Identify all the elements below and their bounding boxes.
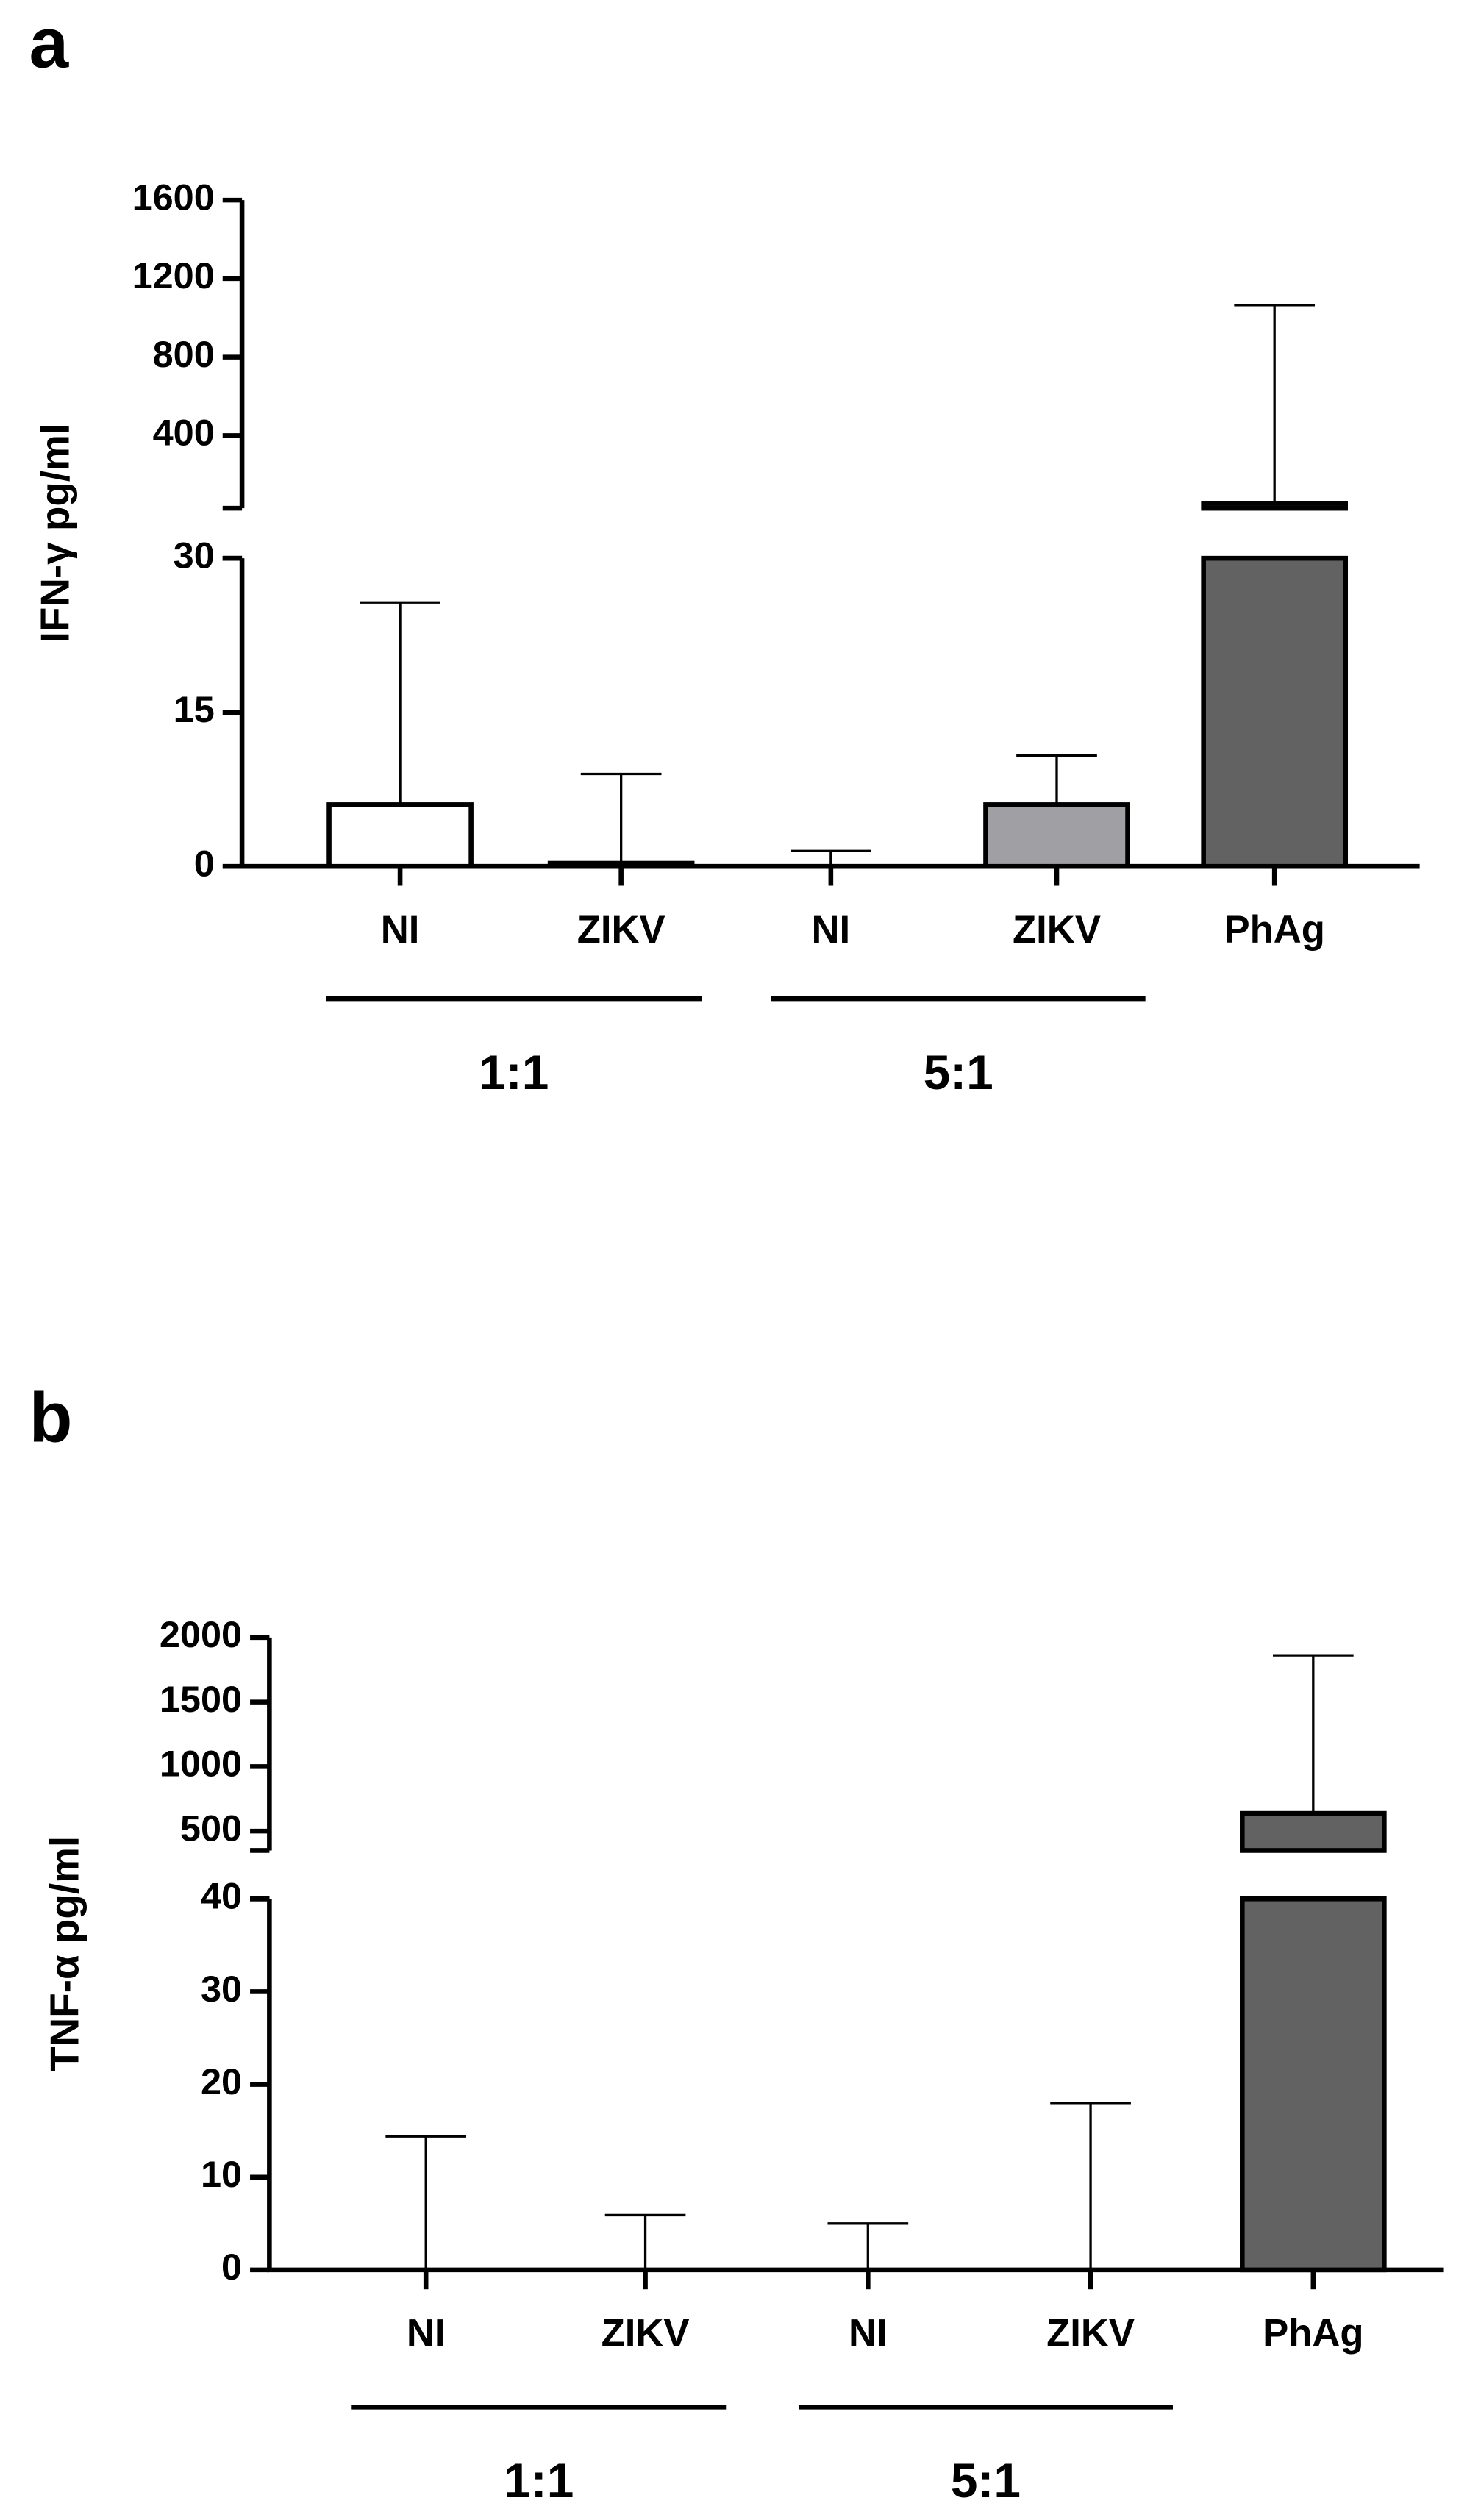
x-tick-label: NI [407,2312,446,2355]
y-tick-label: 0 [194,843,215,885]
y-tick-label: 1500 [160,1678,242,1720]
y-tick-label: 0 [221,2246,242,2288]
y-tick-label: 800 [153,333,215,375]
y-tick-label: 15 [174,688,215,730]
group-label: 5:1 [924,1045,993,1099]
y-axis-label: IFN-γ pg/ml [32,424,77,643]
x-tick-label: NI [849,2312,888,2355]
y-tick-label: 1600 [132,176,215,218]
y-tick-label: 30 [174,534,215,576]
y-tick-label: 2000 [160,1613,242,1655]
y-tick-label: 30 [201,1968,242,2010]
bar [1240,1896,1387,2273]
bar-upper [1201,501,1349,511]
bar [1201,555,1349,869]
y-tick-label: 40 [201,1875,242,1917]
group-label: 1:1 [479,1045,549,1099]
bar [983,802,1130,869]
y-tick-label: 500 [180,1807,242,1849]
group-label: 5:1 [951,2453,1021,2507]
bar [326,802,474,869]
y-tick-label: 1200 [132,254,215,296]
bar [547,860,695,869]
x-tick-label: NI [812,908,851,952]
x-tick-label: ZIKV [602,2312,690,2355]
x-tick-label: ZIKV [577,908,665,952]
panel-label: b [29,1379,72,1457]
y-tick-label: 400 [153,412,215,454]
y-tick-label: 10 [201,2153,242,2195]
y-tick-label: 1000 [160,1743,242,1785]
group-label: 1:1 [504,2453,574,2507]
x-tick-label: ZIKV [1013,908,1101,952]
x-tick-label: PhAg [1224,908,1324,952]
panel-label: a [29,4,69,82]
x-tick-label: ZIKV [1046,2312,1135,2355]
y-axis-label: TNF-α pg/ml [42,1836,88,2071]
x-tick-label: PhAg [1263,2312,1363,2355]
bar-upper [1240,1810,1387,1853]
y-tick-label: 20 [201,2060,242,2102]
x-tick-label: NI [381,908,420,952]
